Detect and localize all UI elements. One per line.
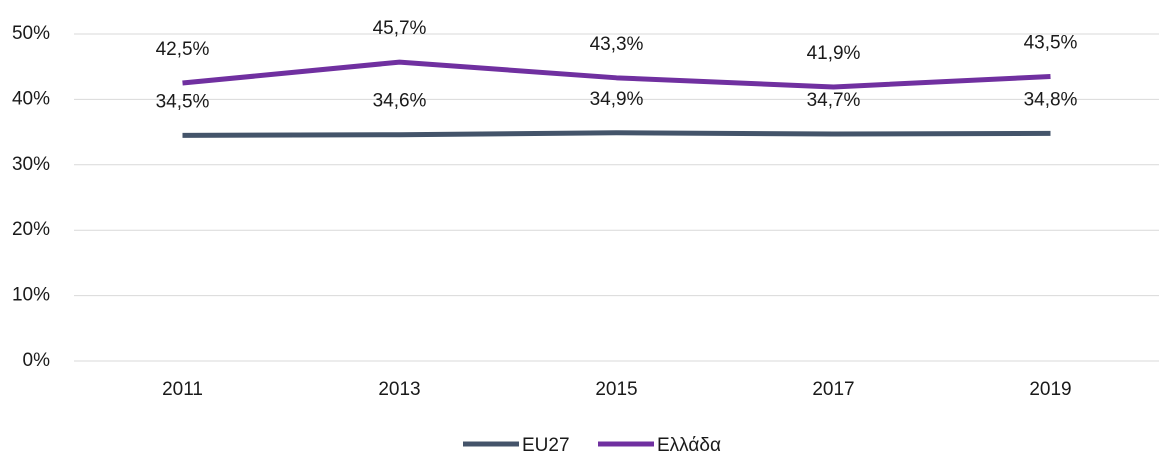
data-label: 41,9%	[807, 43, 861, 64]
data-label: 43,5%	[1024, 33, 1078, 54]
y-tick-label: 30%	[12, 154, 50, 175]
line	[182, 130, 1051, 138]
line	[182, 59, 1051, 90]
data-label: 42,5%	[156, 39, 210, 60]
y-tick-label: 0%	[23, 350, 51, 371]
data-label: 34,5%	[156, 91, 210, 112]
y-tick-label: 10%	[12, 285, 50, 306]
x-tick-label: 2013	[378, 379, 420, 400]
data-label: 34,6%	[373, 91, 427, 112]
y-tick-label: 20%	[12, 219, 50, 240]
data-label: 34,8%	[1024, 89, 1078, 110]
data-label: 45,7%	[373, 18, 427, 39]
x-tick-label: 2011	[162, 379, 203, 400]
legend-label: Ελλάδα	[657, 435, 721, 456]
legend-label: EU27	[522, 435, 570, 456]
x-tick-label: 2019	[1029, 379, 1071, 400]
y-tick-label: 40%	[12, 88, 50, 109]
data-label: 43,3%	[590, 34, 644, 55]
x-tick-label: 2017	[812, 379, 854, 400]
x-tick-label: 2015	[595, 379, 637, 400]
y-tick-label: 50%	[12, 23, 50, 44]
data-label: 34,9%	[590, 89, 644, 110]
data-label: 34,7%	[807, 90, 861, 111]
